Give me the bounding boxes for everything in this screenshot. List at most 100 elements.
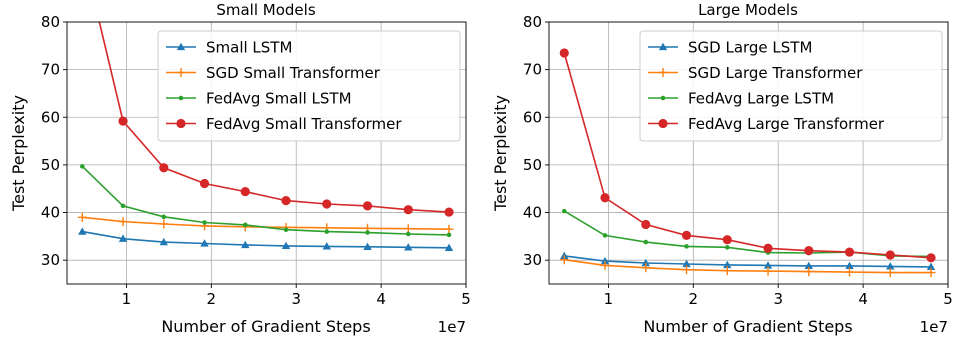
data-point <box>159 237 168 246</box>
data-point <box>77 212 87 222</box>
data-point <box>444 224 454 234</box>
y-tick-label: 50 <box>523 156 542 174</box>
data-point <box>641 219 651 230</box>
legend-item-small-lstm: Small LSTM <box>166 39 292 57</box>
data-point <box>845 267 855 277</box>
data-point <box>559 255 569 265</box>
data-point <box>118 217 128 227</box>
data-point <box>240 186 250 197</box>
series-sgd-large-transformer <box>559 255 936 278</box>
data-point <box>722 266 732 276</box>
y-tick-label: 30 <box>41 251 60 269</box>
data-point <box>446 232 452 238</box>
x-tick-label: 3 <box>291 290 301 308</box>
data-point <box>78 227 87 235</box>
data-point <box>682 265 692 275</box>
plot-frame <box>548 21 949 285</box>
series-sgd-large-lstm <box>560 251 936 271</box>
data-point <box>682 259 691 268</box>
legend-label: SGD Large LSTM <box>688 39 812 57</box>
legend-box <box>639 30 943 142</box>
data-point <box>763 266 773 276</box>
y-tick-label: 70 <box>523 61 542 79</box>
legend-item-sgd-large-transformer: SGD Large Transformer <box>648 64 863 82</box>
data-point <box>723 260 732 269</box>
series-line <box>564 258 931 274</box>
data-point <box>926 268 936 278</box>
data-point <box>241 240 250 249</box>
y-tick-label: 80 <box>41 13 60 31</box>
chart-title: Large Models <box>698 1 798 19</box>
data-point <box>405 231 411 237</box>
data-point <box>658 118 668 129</box>
data-point <box>118 116 128 126</box>
series-small-lstm <box>78 227 454 251</box>
legend-item-sgd-large-lstm: SGD Large LSTM <box>648 39 812 57</box>
legend-item-fedavg-large-lstm: FedAvg Large LSTM <box>648 90 834 108</box>
data-point <box>322 199 332 209</box>
x-axis-label: Number of Gradient Steps <box>161 317 370 336</box>
legend: Small LSTM SGD Small Transformer FedAvg Sm… <box>157 30 461 142</box>
data-point <box>845 261 854 270</box>
legend-box <box>157 30 461 142</box>
data-point <box>159 219 169 229</box>
data-point <box>200 239 209 247</box>
data-point <box>658 42 668 51</box>
legend-label: FedAvg Large Transformer <box>688 115 885 133</box>
legend-label: Small LSTM <box>206 39 292 57</box>
series-line <box>98 22 450 213</box>
data-point <box>404 243 413 251</box>
x-tick-label: 1 <box>122 290 132 308</box>
data-point <box>804 246 814 256</box>
data-point <box>363 242 372 250</box>
data-point <box>79 164 85 169</box>
legend-label: FedAvg Small Transformer <box>206 115 402 133</box>
x-tick-label: 5 <box>461 290 471 308</box>
data-point <box>722 235 732 245</box>
data-point <box>763 261 773 269</box>
data-point <box>281 196 291 206</box>
series-line <box>563 52 932 259</box>
plot-frame <box>66 21 467 285</box>
data-point <box>602 233 608 238</box>
data-point <box>684 244 689 249</box>
data-point <box>324 229 330 234</box>
series-fedavg-large-transformer <box>559 48 936 263</box>
data-point <box>178 95 184 101</box>
data-point <box>559 48 569 58</box>
y-tick-label: 80 <box>523 13 542 31</box>
legend-label: FedAvg Large LSTM <box>688 90 834 108</box>
data-point <box>658 68 668 77</box>
data-point <box>600 260 610 270</box>
data-point <box>176 68 186 77</box>
data-point <box>926 262 936 271</box>
data-point <box>763 243 773 253</box>
series-sgd-small-transformer <box>77 212 454 234</box>
x-tick-label: 5 <box>943 290 953 308</box>
data-point <box>444 243 454 251</box>
x-multiplier-label: 1e7 <box>438 318 466 336</box>
x-tick-label: 1 <box>604 290 614 308</box>
legend-item-fedavg-small-lstm: FedAvg Small LSTM <box>166 90 352 108</box>
legend: SGD Large LSTM SGD Large Transformer FedAv… <box>639 30 943 142</box>
x-tick-label: 2 <box>689 290 699 308</box>
data-point <box>176 118 186 129</box>
data-point <box>643 239 649 245</box>
x-tick-label: 2 <box>207 290 217 308</box>
series-line <box>563 210 932 258</box>
data-point <box>365 230 370 235</box>
x-tick-label: 4 <box>376 290 386 308</box>
data-point <box>403 205 413 215</box>
chart-panel-small-models: 1 2 3 4 5 30 40 50 60 70 80 Small Models Number of… <box>9 1 471 336</box>
y-tick-label: 60 <box>41 108 60 126</box>
y-tick-label: 40 <box>523 204 542 222</box>
series-line <box>564 255 932 268</box>
x-tick-label: 4 <box>858 290 868 308</box>
data-point <box>886 262 895 270</box>
data-point <box>885 250 895 260</box>
y-tick-label: 40 <box>41 204 60 222</box>
data-point <box>176 42 186 51</box>
chart-title: Small Models <box>216 1 315 19</box>
data-point <box>444 207 454 217</box>
